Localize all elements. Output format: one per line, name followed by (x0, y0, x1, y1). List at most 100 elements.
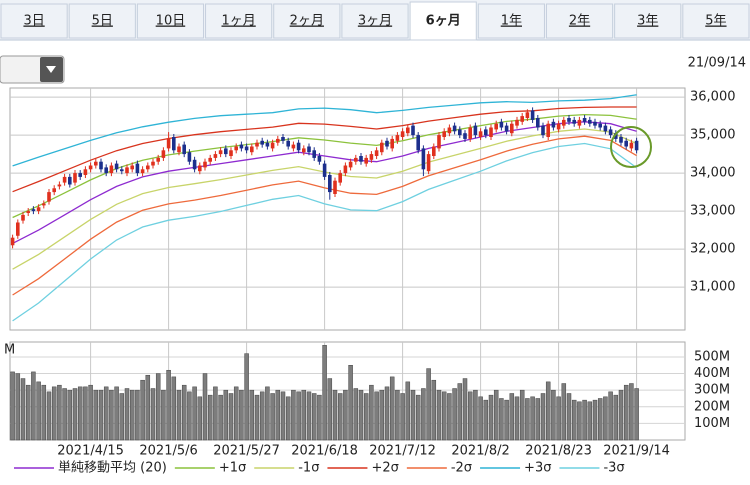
candle-body (208, 157, 212, 162)
tab-label[interactable]: 1ヶ月 (221, 14, 255, 29)
volume-bar (436, 389, 442, 441)
volume-bar (405, 381, 411, 441)
candle-body (234, 146, 238, 151)
legend-label: +3σ (524, 461, 551, 476)
candle-body (463, 133, 467, 139)
candle-body (577, 119, 582, 126)
tab[interactable] (205, 3, 273, 39)
volume-bar (291, 389, 296, 441)
candle-body (556, 123, 561, 130)
volume-bar (77, 386, 83, 441)
candle-body (302, 148, 306, 153)
candle-body (182, 144, 186, 155)
tab-label[interactable]: 10日 (156, 14, 186, 29)
volume-bar (83, 386, 88, 441)
volume-unit: M (4, 343, 15, 358)
tab[interactable] (614, 3, 682, 39)
volume-bar (556, 396, 561, 441)
legend-label: 単純移動平均 (20) (58, 460, 167, 476)
candle-body (416, 135, 420, 151)
volume-tick-label: 500M (694, 349, 730, 364)
volume-bar (192, 386, 197, 441)
volume-bar (228, 393, 234, 441)
tab-label[interactable]: 2年 (569, 14, 590, 29)
candle-body (328, 174, 332, 193)
volume-bar (343, 389, 348, 441)
volume-bar (119, 393, 125, 441)
volume-bar (280, 391, 286, 441)
volume-bar (337, 393, 343, 441)
tab-label[interactable]: 5年 (705, 14, 726, 29)
candle-body (31, 209, 36, 212)
volume-bar (358, 389, 364, 441)
volume-bar (51, 386, 57, 441)
tab[interactable] (545, 3, 614, 39)
candle-body (99, 161, 103, 170)
y-tick-label: 36,000 (690, 90, 736, 105)
volume-bar (135, 389, 140, 441)
candle-body (172, 137, 176, 151)
tab[interactable] (341, 3, 409, 39)
tab-label[interactable]: 3ヶ月 (358, 14, 392, 29)
candle-body (582, 118, 587, 122)
tab-label[interactable]: 5日 (92, 14, 113, 29)
volume-bar (467, 391, 473, 441)
candle-body (291, 144, 296, 149)
legend-label: -2σ (451, 461, 472, 476)
candle-body (432, 146, 436, 157)
band-line (12, 121, 637, 244)
candle-body (296, 142, 301, 151)
candle-body (629, 142, 634, 149)
date: 21/09/14 (688, 56, 746, 71)
volume-bar (296, 391, 301, 441)
volume-bar (161, 389, 166, 441)
band-line (12, 135, 637, 296)
volume-bar (535, 398, 541, 441)
tab[interactable] (273, 3, 341, 39)
volume-bar (275, 389, 281, 441)
volume-tick-label: 100M (694, 416, 730, 431)
candle-body (57, 184, 62, 187)
volume-bar (441, 391, 447, 441)
tab-label[interactable]: 3日 (23, 14, 44, 29)
candle-body (380, 142, 384, 153)
tab[interactable] (409, 1, 477, 41)
tab[interactable] (682, 3, 750, 39)
candle-body (442, 131, 446, 138)
tab-label[interactable]: 1年 (501, 14, 522, 29)
candle-body (104, 167, 108, 174)
candle-body (140, 169, 145, 174)
candle-body (385, 140, 389, 147)
volume-bar (457, 383, 463, 441)
candle-body (125, 167, 129, 174)
band-line (12, 142, 637, 322)
volume-bar (499, 398, 504, 441)
candle-body (109, 165, 114, 174)
volume-bar (72, 388, 78, 441)
tab-label[interactable]: 6ヶ月 (426, 14, 461, 29)
volume-bar (473, 389, 478, 441)
candle-body (437, 135, 441, 149)
volume-bar (166, 369, 171, 441)
volume-bar (623, 384, 629, 441)
tab[interactable] (477, 3, 545, 39)
volume-bar (613, 394, 619, 441)
tab[interactable] (68, 3, 136, 39)
volume-bar (384, 386, 390, 441)
tab-label[interactable]: 3年 (637, 14, 658, 29)
y-tick-label: 34,000 (690, 166, 736, 181)
volume-bar (410, 389, 416, 441)
candle-body (395, 135, 400, 141)
tab-label[interactable]: 2ヶ月 (290, 14, 324, 29)
volume-bar (244, 353, 249, 441)
candle-body (364, 157, 368, 164)
volume-bar (20, 378, 26, 441)
volume-bar (322, 345, 327, 441)
band-line (12, 94, 637, 167)
candle-body (530, 110, 535, 120)
candle-body (468, 127, 472, 139)
tab[interactable] (136, 3, 205, 39)
volume-bar (150, 388, 156, 441)
tab[interactable] (0, 3, 68, 39)
candle-body (608, 129, 613, 136)
